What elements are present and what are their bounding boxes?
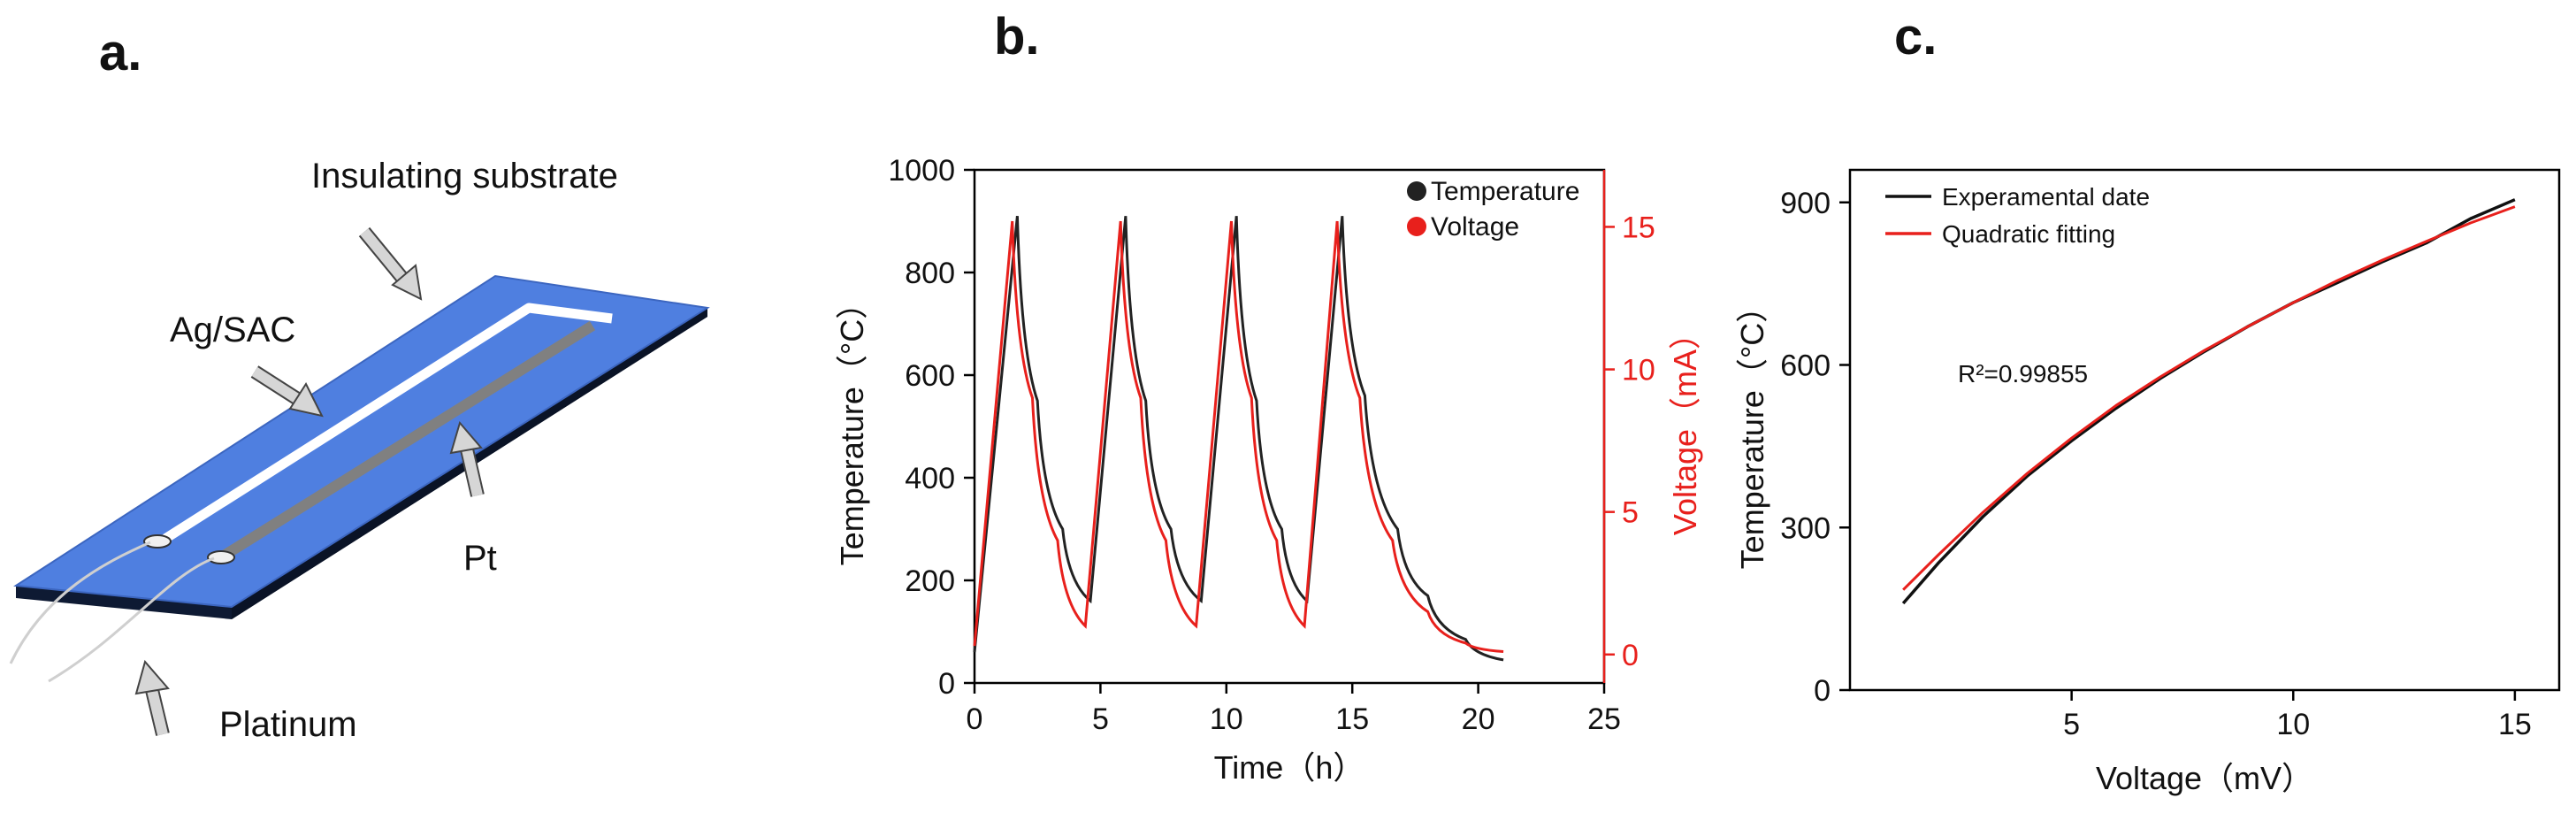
label-platinum: Platinum	[219, 705, 357, 744]
label-pt: Pt	[463, 539, 497, 578]
x-tick-label: 10	[2276, 708, 2310, 741]
arrow-insulating-substrate-fill	[360, 228, 409, 285]
panel-a-letter: a.	[99, 24, 142, 81]
series-voltage	[973, 220, 1504, 654]
y-tick-label: 1000	[888, 154, 955, 188]
arrowhead-pt	[449, 420, 483, 455]
pt-strip	[218, 320, 596, 563]
x-tick-label: 15	[1335, 702, 1369, 736]
contact-pad-left	[143, 534, 172, 549]
series-experimental-data	[1901, 198, 2516, 605]
chart-b-ylabel: Temperature（°C）	[834, 288, 870, 566]
chart-b-series	[973, 216, 1504, 662]
series-quadratic-fitting	[1902, 205, 2516, 591]
y-tick-label: 200	[905, 564, 955, 598]
chart-c-legend: Experamental date Quadratic fitting	[1885, 183, 2150, 248]
chart-c-ticks: 5 10 15 0 300 600 900	[1780, 187, 2532, 741]
legend-label-temperature: Temperature	[1431, 177, 1579, 206]
legend-marker-temperature	[1407, 181, 1426, 201]
x-tick-label: 0	[967, 702, 983, 736]
y2-tick-label: 15	[1622, 211, 1655, 244]
legend-label-1: Quadratic fitting	[1942, 220, 2115, 248]
device-schematic: Insulating substrate Ag/SAC Pt Platinum	[9, 157, 710, 744]
x-tick-label: 5	[2063, 708, 2080, 741]
x-tick-label: 10	[1210, 702, 1243, 736]
y-tick-label: 600	[1780, 349, 1831, 383]
panel-b-letter: b.	[994, 8, 1040, 65]
arrowhead-ag-sac	[288, 381, 324, 418]
panel-c-letter: c.	[1894, 8, 1938, 65]
y-tick-label: 0	[938, 667, 955, 701]
label-ag-sac: Ag/SAC	[170, 311, 295, 349]
chart-b-legend: Temperature Voltage	[1407, 177, 1579, 242]
y-tick-label: 0	[1814, 674, 1831, 708]
chart-b-y2label: Voltage（mA）	[1667, 318, 1703, 535]
x-tick-label: 25	[1587, 702, 1621, 736]
contact-pad-right	[207, 550, 235, 564]
legend-marker-voltage	[1407, 217, 1426, 236]
arrow-ag-sac-fill	[251, 366, 302, 405]
chart-c-annotation: R²=0.99855	[1958, 360, 2088, 387]
x-tick-label: 15	[2498, 708, 2532, 741]
chart-b-frame	[973, 168, 1606, 685]
y2-tick-label: 10	[1622, 354, 1655, 387]
arrow-platinum-fill	[147, 688, 168, 736]
arrowhead-platinum	[134, 659, 170, 695]
y-tick-label: 600	[905, 359, 955, 393]
y-tick-label: 900	[1780, 187, 1831, 220]
chart-c-ylabel: Temperature（°C）	[1734, 291, 1770, 570]
label-insulating-substrate: Insulating substrate	[311, 157, 618, 196]
arrowhead-insulating-substrate	[391, 264, 423, 301]
ag-sac-strip	[158, 303, 613, 546]
arrow-pt-fill	[462, 448, 483, 497]
y-tick-label: 400	[905, 462, 955, 495]
x-tick-label: 20	[1462, 702, 1495, 736]
chart-c-series	[1901, 198, 2516, 605]
chart-c: 5 10 15 0 300 600 900 Experamental date Quadrat…	[1734, 168, 2561, 796]
legend-label-0: Experamental date	[1942, 183, 2150, 211]
y2-tick-label: 0	[1622, 639, 1639, 672]
y-tick-label: 300	[1780, 511, 1831, 545]
platinum-wire-right	[48, 556, 215, 683]
x-tick-label: 5	[1092, 702, 1109, 736]
chart-b-xlabel: Time（h）	[1214, 749, 1365, 786]
y-tick-label: 800	[905, 257, 955, 290]
chart-c-xlabel: Voltage（mV）	[2096, 760, 2313, 796]
series-temperature	[973, 216, 1504, 662]
y2-tick-label: 5	[1622, 496, 1639, 530]
platinum-wire-left	[9, 541, 151, 664]
chart-c-frame	[1848, 168, 2561, 692]
legend-label-voltage: Voltage	[1431, 212, 1519, 242]
